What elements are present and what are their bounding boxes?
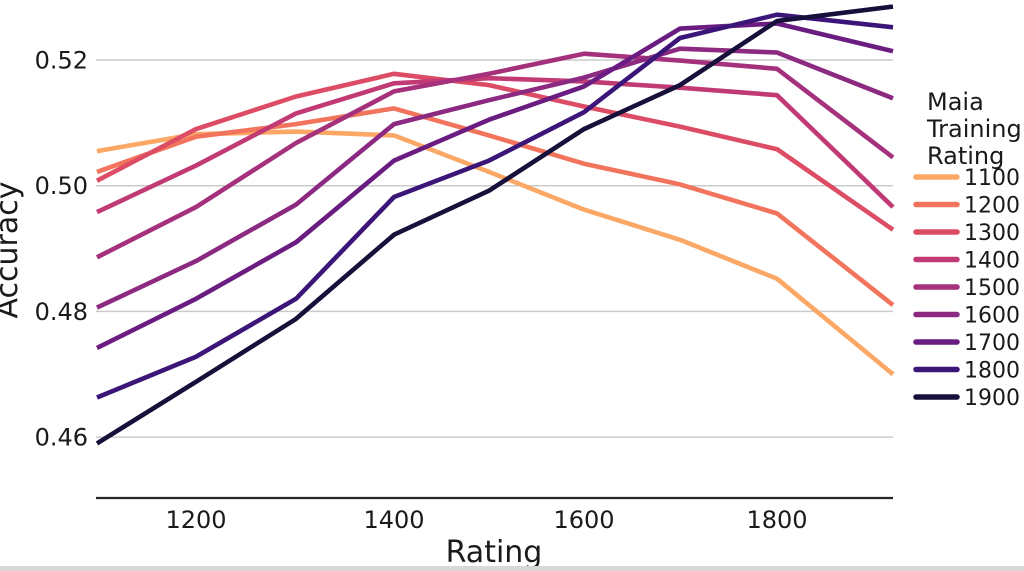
series-line-1400 (96, 75, 895, 215)
bottom-strip (0, 566, 1024, 571)
legend-label-1400: 1400 (964, 249, 1020, 274)
series-line-1900 (95, 4, 894, 446)
series-line-1700 (95, 21, 894, 350)
legend-label-1700: 1700 (964, 331, 1020, 356)
series-line-1200 (96, 106, 895, 307)
y-tick-labels: 0.52 0.50 0.48 0.46 (35, 47, 88, 452)
x-tick-label-1600: 1600 (553, 506, 614, 534)
y-tick-label-0.52: 0.52 (35, 47, 88, 75)
legend-title-line-1: Maia (927, 88, 984, 116)
legend-title-line-2: Training (926, 115, 1022, 143)
series-line-1100 (96, 129, 895, 377)
x-axis: 1200 1400 1600 1800 Rating (96, 496, 893, 570)
x-tick-label-1200: 1200 (165, 506, 226, 534)
legend-label-1900: 1900 (964, 386, 1020, 411)
legend-label-1300: 1300 (964, 221, 1020, 246)
y-tick-label-0.48: 0.48 (35, 298, 88, 326)
x-tick-label-1400: 1400 (363, 506, 424, 534)
legend-label-1500: 1500 (964, 276, 1020, 301)
legend-label-1800: 1800 (964, 359, 1020, 384)
y-axis: 0.52 0.50 0.48 0.46 Accuracy (0, 47, 88, 452)
legend-title-line-3: Rating (927, 142, 1004, 170)
legend-label-1200: 1200 (964, 194, 1020, 219)
x-tick-labels: 1200 1400 1600 1800 (165, 506, 807, 534)
y-tick-label-0.46: 0.46 (35, 424, 88, 452)
series-line-1500 (95, 51, 895, 260)
legend-label-1600: 1600 (964, 304, 1020, 329)
x-axis-title: Rating (446, 535, 543, 570)
series-line-1300 (95, 71, 895, 232)
y-tick-label-0.50: 0.50 (35, 172, 88, 200)
legend-label-1100: 1100 (964, 166, 1020, 191)
x-tick-label-1800: 1800 (746, 506, 807, 534)
series-line-1600 (96, 46, 894, 310)
series-lines (95, 4, 895, 446)
series-line-1800 (96, 12, 894, 400)
y-axis-title: Accuracy (0, 182, 25, 319)
